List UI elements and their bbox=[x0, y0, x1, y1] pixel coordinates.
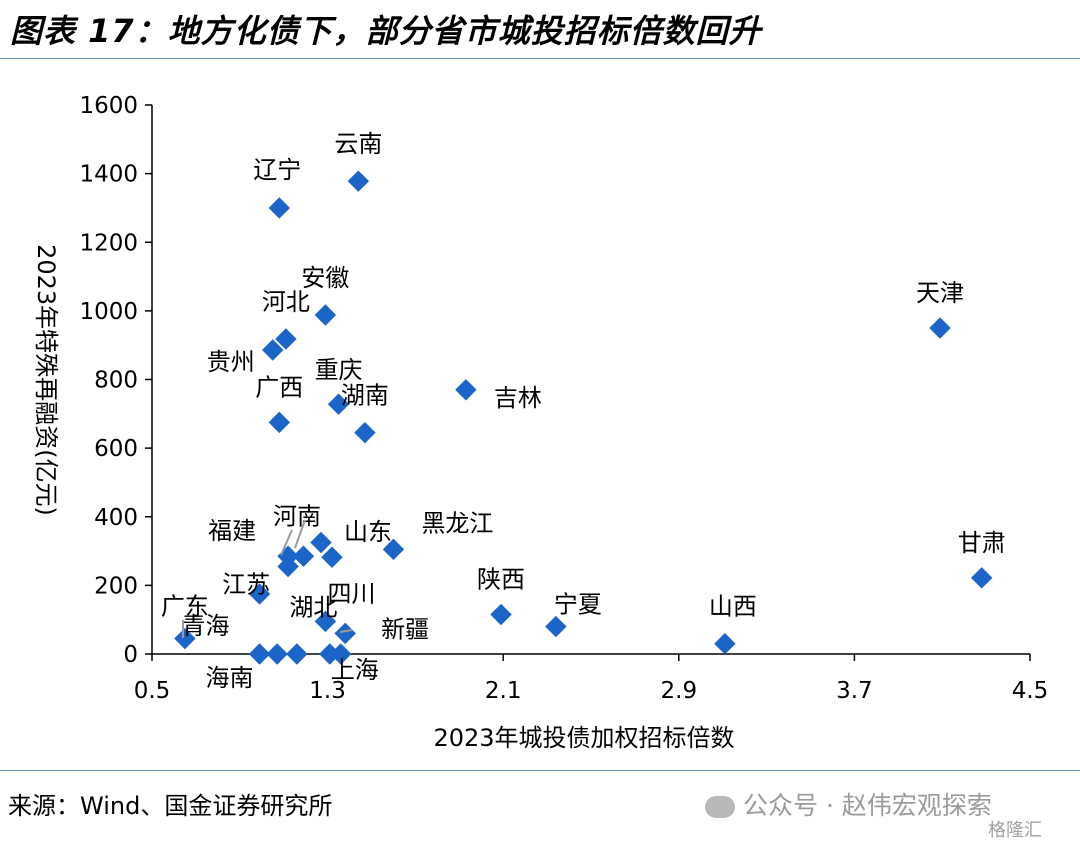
y-tick-label: 600 bbox=[94, 436, 138, 462]
x-tick-label: 0.5 bbox=[134, 678, 171, 704]
y-tick-label: 200 bbox=[94, 573, 138, 599]
point-label: 新疆 bbox=[381, 615, 429, 643]
source-note: 来源：Wind、国金证券研究所 bbox=[8, 792, 333, 820]
point-label: 河北 bbox=[262, 288, 310, 316]
point-label: 山东 bbox=[344, 518, 392, 546]
point-label: 海南 bbox=[206, 664, 254, 692]
point-4 bbox=[262, 339, 284, 361]
point-label: 黑龙江 bbox=[421, 509, 493, 537]
x-tick-label: 4.5 bbox=[1012, 678, 1049, 704]
point-22 bbox=[490, 603, 512, 626]
chart-title: 图表 17：地方化债下，部分省市城投招标倍数回升 bbox=[10, 12, 762, 50]
point-label: 辽宁 bbox=[253, 156, 301, 184]
point-14 bbox=[382, 538, 405, 561]
point-23 bbox=[545, 615, 567, 638]
point-0 bbox=[268, 197, 291, 219]
point-25 bbox=[971, 567, 993, 589]
unlabeled-point-1 bbox=[286, 643, 308, 665]
point-1 bbox=[347, 170, 370, 192]
point-label: 湖南 bbox=[341, 382, 389, 410]
point-label: 云南 bbox=[334, 130, 382, 158]
leader-line bbox=[339, 629, 353, 633]
badge: 格隆汇 bbox=[988, 820, 1042, 841]
point-label: 宁夏 bbox=[554, 591, 602, 619]
wechat-icon bbox=[705, 796, 735, 818]
point-13 bbox=[277, 555, 299, 578]
watermark: 公众号 · 赵伟宏观探索 bbox=[705, 786, 992, 822]
y-tick-label: 800 bbox=[94, 368, 138, 394]
point-19 bbox=[334, 622, 356, 645]
point-11 bbox=[321, 546, 343, 568]
leader-line bbox=[294, 519, 306, 549]
x-axis-label: 2023年城投债加权招标倍数 bbox=[433, 724, 734, 752]
point-3 bbox=[275, 328, 297, 350]
point-15 bbox=[174, 627, 196, 650]
point-21 bbox=[248, 643, 271, 665]
scatter-chart: 0 200 400 600 800 1000 1200 1400 1600 0.5 1.3 2.1 2.… bbox=[32, 93, 1048, 752]
y-tick-label: 1200 bbox=[79, 230, 138, 256]
point-16 bbox=[248, 583, 271, 605]
point-label: 湖北 bbox=[289, 593, 337, 621]
point-label: 河南 bbox=[273, 502, 321, 530]
point-label: 吉林 bbox=[494, 384, 542, 412]
point-6 bbox=[268, 411, 291, 434]
y-tick-label: 1600 bbox=[79, 93, 138, 119]
point-label: 天津 bbox=[916, 279, 964, 307]
x-tick-label: 2.9 bbox=[661, 678, 698, 704]
top-divider bbox=[0, 58, 1080, 59]
point-8 bbox=[455, 379, 477, 401]
data-points bbox=[174, 170, 993, 665]
point-label: 甘肃 bbox=[958, 529, 1006, 557]
y-tick-label: 1400 bbox=[79, 162, 138, 188]
point-label: 贵州 bbox=[207, 348, 255, 376]
point-5 bbox=[327, 393, 350, 415]
x-tick-label: 3.7 bbox=[836, 678, 873, 704]
y-tick-label: 400 bbox=[94, 505, 138, 531]
unlabeled-point-2 bbox=[319, 643, 341, 665]
point-10 bbox=[310, 531, 332, 554]
point-label: 四川 bbox=[327, 580, 375, 608]
point-18 bbox=[292, 545, 315, 567]
point-label: 广西 bbox=[255, 373, 303, 401]
point-9 bbox=[929, 317, 951, 339]
watermark-text: 公众号 · 赵伟宏观探索 bbox=[743, 791, 992, 820]
y-axis-label: 2023年特殊再融资(亿元) bbox=[32, 244, 60, 516]
point-label: 陕西 bbox=[477, 566, 525, 594]
point-label: 青海 bbox=[182, 612, 230, 640]
unlabeled-point-0 bbox=[266, 643, 288, 665]
leader-line bbox=[280, 529, 293, 556]
y-tick-label: 0 bbox=[123, 642, 138, 668]
point-2 bbox=[314, 304, 337, 326]
x-tick-label: 2.1 bbox=[485, 678, 522, 704]
point-label: 广东 bbox=[161, 593, 209, 621]
point-7 bbox=[354, 421, 376, 444]
point-17 bbox=[314, 610, 337, 633]
point-24 bbox=[714, 632, 736, 655]
point-label: 江苏 bbox=[222, 571, 270, 599]
point-label: 重庆 bbox=[315, 356, 363, 384]
point-label: 福建 bbox=[208, 517, 256, 545]
y-tick-label: 1000 bbox=[79, 299, 138, 325]
bottom-divider bbox=[0, 770, 1080, 771]
axes: 0 200 400 600 800 1000 1200 1400 1600 0.5 1.3 2.1 2.… bbox=[79, 93, 1048, 704]
point-label: 安徽 bbox=[301, 264, 349, 292]
x-tick-label: 1.3 bbox=[309, 678, 346, 704]
point-label: 山西 bbox=[709, 593, 757, 621]
point-label: 上海 bbox=[331, 656, 379, 684]
